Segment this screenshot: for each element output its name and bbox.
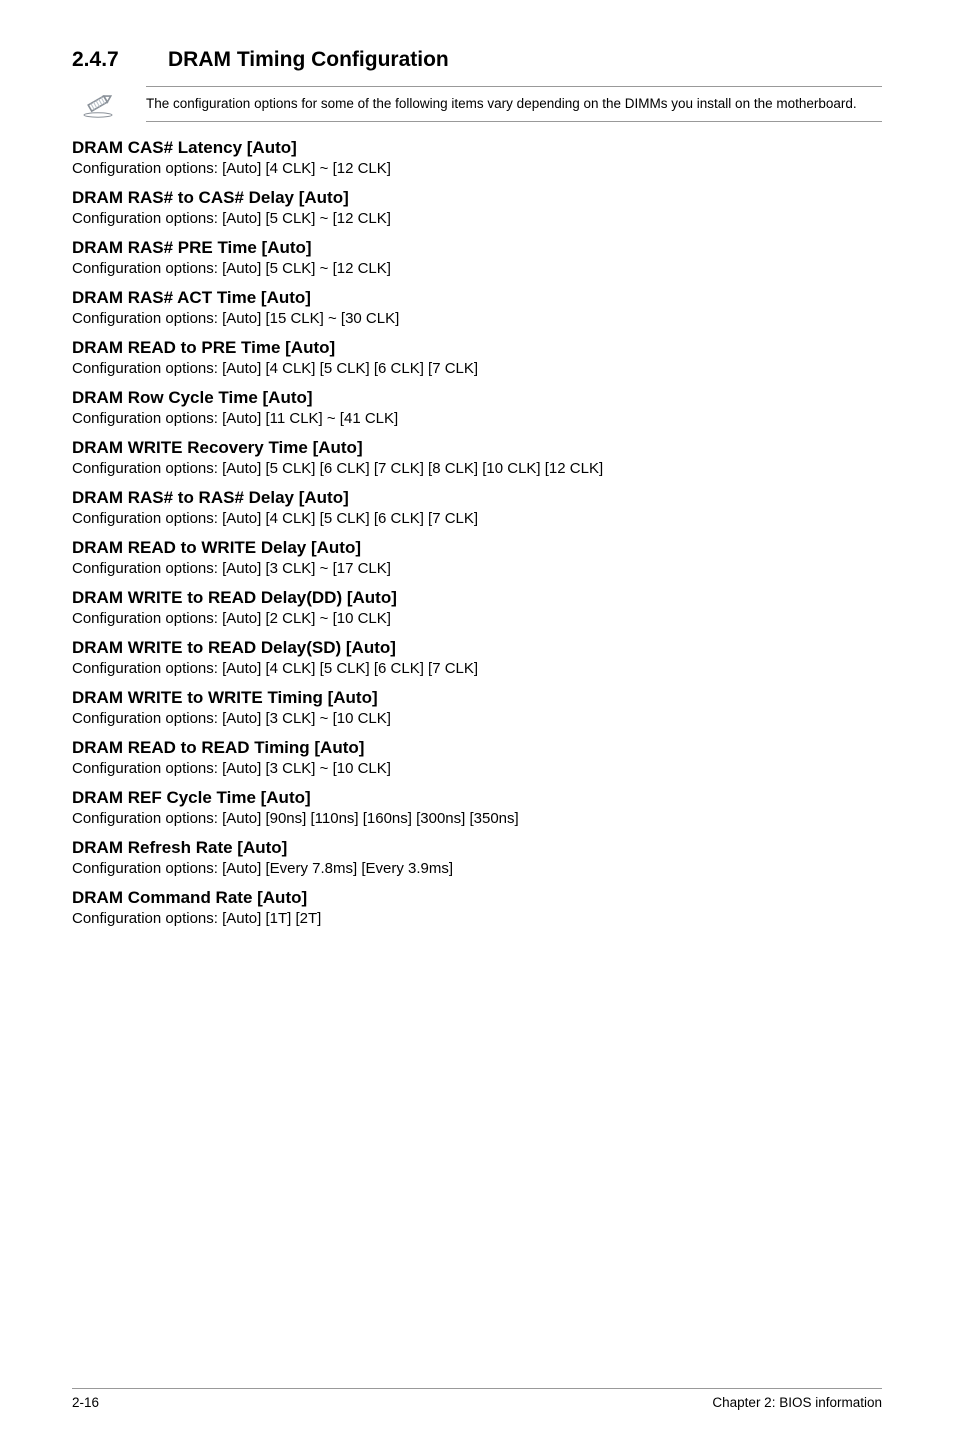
setting-title: DRAM WRITE to READ Delay(SD) [Auto]: [72, 638, 882, 658]
settings-list: DRAM CAS# Latency [Auto] Configuration op…: [72, 138, 882, 927]
setting-block: DRAM WRITE to READ Delay(SD) [Auto] Confi…: [72, 638, 882, 677]
setting-title: DRAM Row Cycle Time [Auto]: [72, 388, 882, 408]
setting-title: DRAM READ to WRITE Delay [Auto]: [72, 538, 882, 558]
setting-options: Configuration options: [Auto] [Every 7.8…: [72, 860, 882, 877]
setting-title: DRAM READ to PRE Time [Auto]: [72, 338, 882, 358]
setting-options: Configuration options: [Auto] [2 CLK] ~ …: [72, 610, 882, 627]
setting-title: DRAM WRITE Recovery Time [Auto]: [72, 438, 882, 458]
section-heading: 2.4.7 DRAM Timing Configuration: [72, 48, 882, 72]
setting-title: DRAM RAS# to CAS# Delay [Auto]: [72, 188, 882, 208]
setting-options: Configuration options: [Auto] [3 CLK] ~ …: [72, 760, 882, 777]
page-footer: 2-16 Chapter 2: BIOS information: [72, 1388, 882, 1410]
section-number: 2.4.7: [72, 48, 168, 72]
setting-options: Configuration options: [Auto] [15 CLK] ~…: [72, 310, 882, 327]
setting-block: DRAM CAS# Latency [Auto] Configuration op…: [72, 138, 882, 177]
setting-options: Configuration options: [Auto] [4 CLK] [5…: [72, 510, 882, 527]
setting-options: Configuration options: [Auto] [90ns] [11…: [72, 810, 882, 827]
note-callout: The configuration options for some of th…: [80, 86, 882, 122]
setting-block: DRAM RAS# to CAS# Delay [Auto] Configurat…: [72, 188, 882, 227]
setting-title: DRAM WRITE to WRITE Timing [Auto]: [72, 688, 882, 708]
setting-block: DRAM RAS# to RAS# Delay [Auto] Configurat…: [72, 488, 882, 527]
setting-block: DRAM Command Rate [Auto] Configuration op…: [72, 888, 882, 927]
setting-options: Configuration options: [Auto] [4 CLK] [5…: [72, 360, 882, 377]
footer-chapter: Chapter 2: BIOS information: [712, 1395, 882, 1410]
setting-block: DRAM READ to PRE Time [Auto] Configuratio…: [72, 338, 882, 377]
pencil-note-icon: [80, 90, 116, 118]
setting-block: DRAM Refresh Rate [Auto] Configuration op…: [72, 838, 882, 877]
setting-block: DRAM RAS# ACT Time [Auto] Configuration o…: [72, 288, 882, 327]
setting-options: Configuration options: [Auto] [5 CLK] [6…: [72, 460, 882, 477]
setting-title: DRAM RAS# ACT Time [Auto]: [72, 288, 882, 308]
setting-block: DRAM READ to READ Timing [Auto] Configura…: [72, 738, 882, 777]
setting-title: DRAM CAS# Latency [Auto]: [72, 138, 882, 158]
footer-page-number: 2-16: [72, 1395, 99, 1410]
setting-title: DRAM RAS# to RAS# Delay [Auto]: [72, 488, 882, 508]
setting-title: DRAM REF Cycle Time [Auto]: [72, 788, 882, 808]
setting-options: Configuration options: [Auto] [5 CLK] ~ …: [72, 260, 882, 277]
setting-title: DRAM RAS# PRE Time [Auto]: [72, 238, 882, 258]
setting-title: DRAM WRITE to READ Delay(DD) [Auto]: [72, 588, 882, 608]
setting-options: Configuration options: [Auto] [3 CLK] ~ …: [72, 560, 882, 577]
setting-options: Configuration options: [Auto] [5 CLK] ~ …: [72, 210, 882, 227]
setting-block: DRAM WRITE Recovery Time [Auto] Configura…: [72, 438, 882, 477]
setting-title: DRAM READ to READ Timing [Auto]: [72, 738, 882, 758]
setting-title: DRAM Command Rate [Auto]: [72, 888, 882, 908]
setting-options: Configuration options: [Auto] [4 CLK] [5…: [72, 660, 882, 677]
setting-block: DRAM READ to WRITE Delay [Auto] Configura…: [72, 538, 882, 577]
setting-block: DRAM WRITE to READ Delay(DD) [Auto] Confi…: [72, 588, 882, 627]
setting-block: DRAM WRITE to WRITE Timing [Auto] Configu…: [72, 688, 882, 727]
setting-options: Configuration options: [Auto] [3 CLK] ~ …: [72, 710, 882, 727]
section-title: DRAM Timing Configuration: [168, 48, 449, 72]
setting-options: Configuration options: [Auto] [11 CLK] ~…: [72, 410, 882, 427]
setting-block: DRAM Row Cycle Time [Auto] Configuration …: [72, 388, 882, 427]
setting-options: Configuration options: [Auto] [4 CLK] ~ …: [72, 160, 882, 177]
setting-options: Configuration options: [Auto] [1T] [2T]: [72, 910, 882, 927]
setting-title: DRAM Refresh Rate [Auto]: [72, 838, 882, 858]
setting-block: DRAM REF Cycle Time [Auto] Configuration …: [72, 788, 882, 827]
note-text: The configuration options for some of th…: [146, 86, 882, 122]
setting-block: DRAM RAS# PRE Time [Auto] Configuration o…: [72, 238, 882, 277]
